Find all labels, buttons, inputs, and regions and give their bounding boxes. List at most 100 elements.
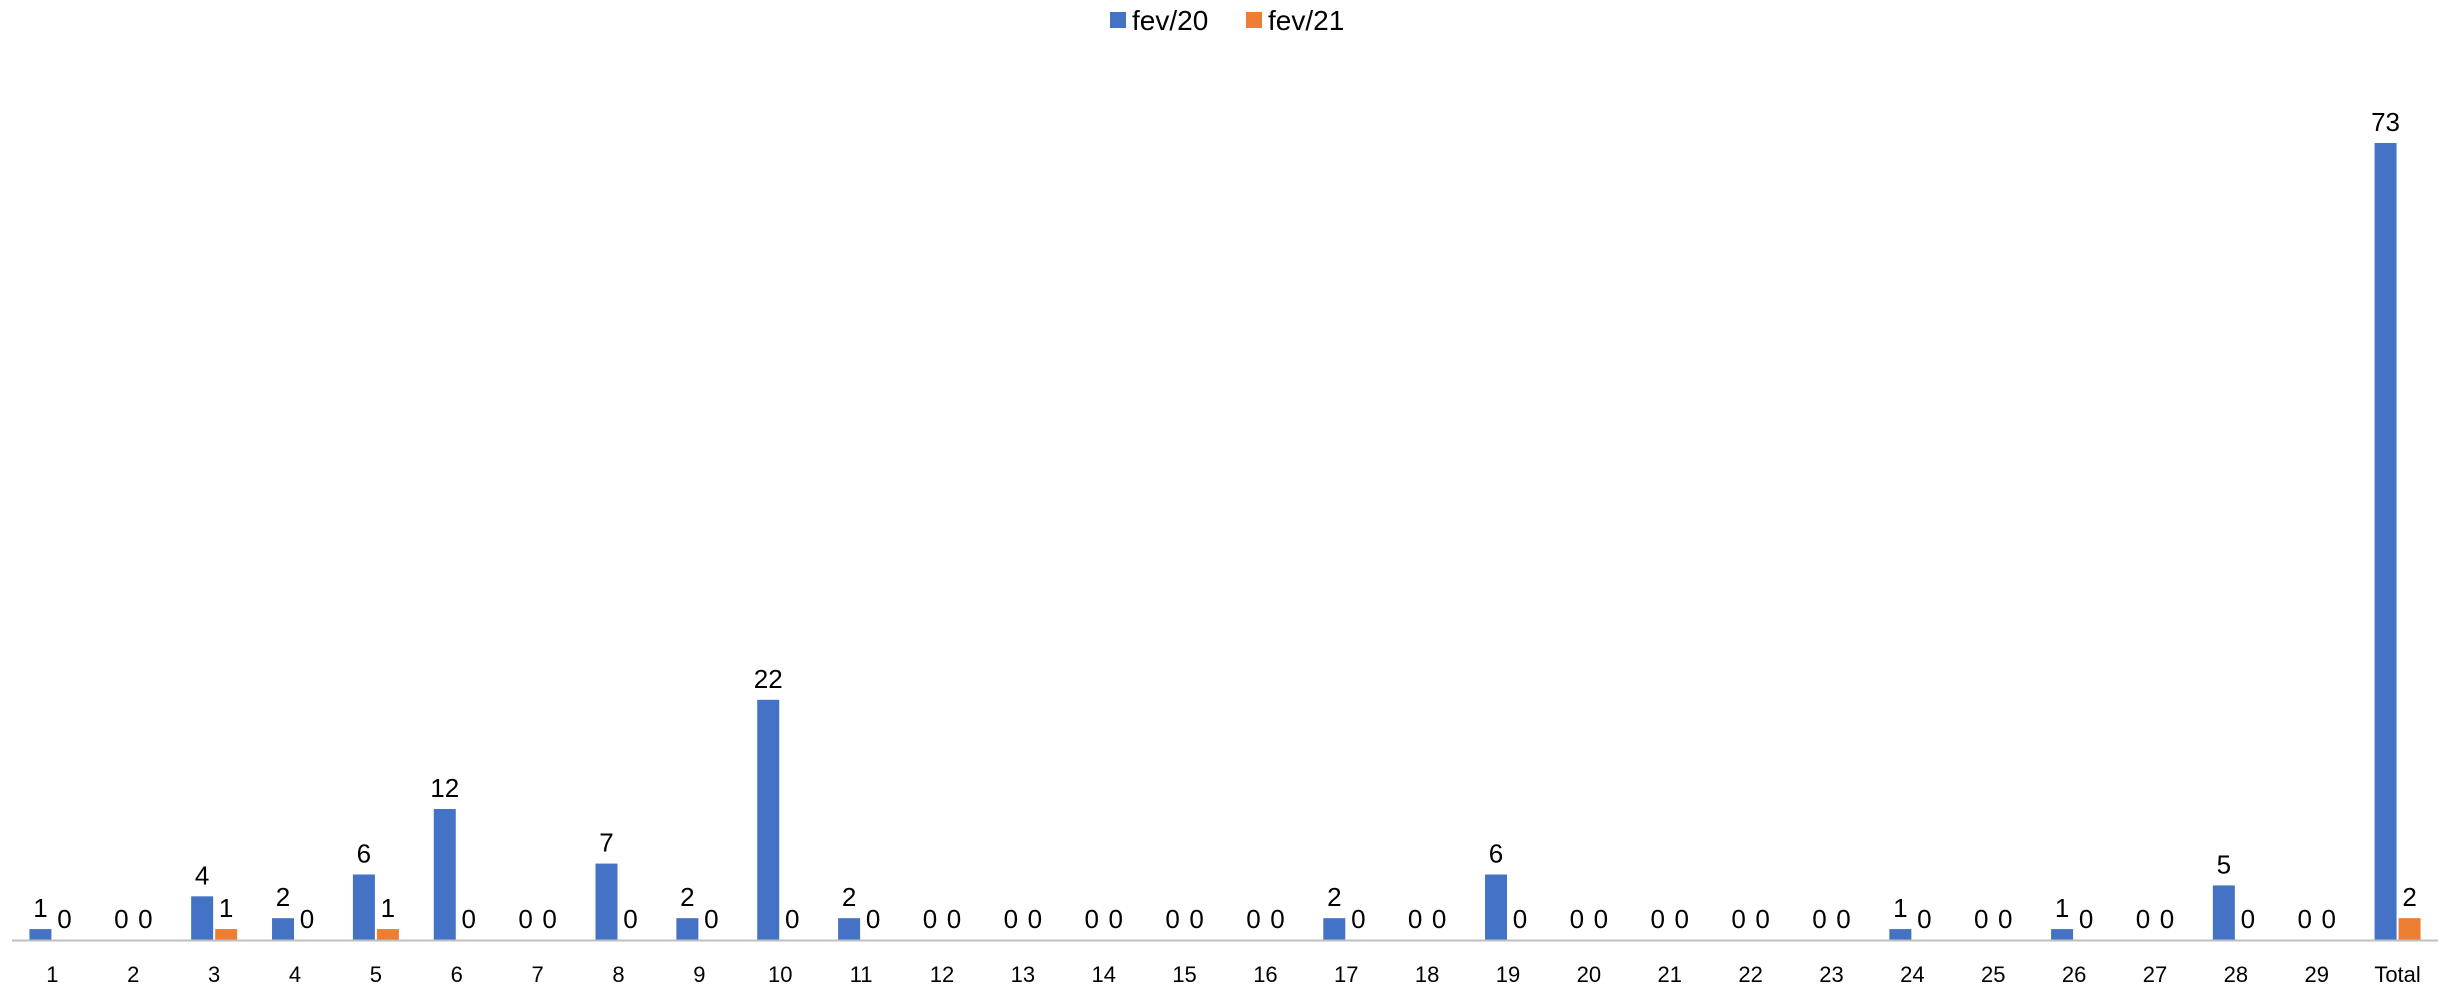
data-label-fev-20-17: 2 bbox=[1327, 882, 1341, 912]
data-label-fev-21-3: 1 bbox=[219, 893, 233, 923]
x-tick-label: 5 bbox=[370, 962, 382, 987]
x-tick-label: 19 bbox=[1496, 962, 1520, 987]
legend-swatch-fev-21 bbox=[1246, 12, 1262, 28]
data-label-fev-21-27: 0 bbox=[2160, 904, 2174, 934]
data-label-fev-20-9: 2 bbox=[680, 882, 694, 912]
data-label-fev-21-19: 0 bbox=[1513, 904, 1527, 934]
x-tick-label: 2 bbox=[127, 962, 139, 987]
data-label-fev-21-25: 0 bbox=[1998, 904, 2012, 934]
legend-label-fev-20: fev/20 bbox=[1132, 5, 1208, 36]
data-label-fev-21-5: 1 bbox=[381, 893, 395, 923]
data-label-fev-20-16: 0 bbox=[1246, 904, 1260, 934]
data-label-fev-20-4: 2 bbox=[276, 882, 290, 912]
bar-fev-20-4 bbox=[272, 918, 295, 940]
data-label-fev-21-24: 0 bbox=[1917, 904, 1931, 934]
bar-fev-20-28 bbox=[2212, 885, 2235, 940]
legend-label-fev-21: fev/21 bbox=[1268, 5, 1344, 36]
x-tick-label: 1 bbox=[46, 962, 58, 987]
data-label-fev-21-13: 0 bbox=[1028, 904, 1042, 934]
data-label-fev-21-14: 0 bbox=[1108, 904, 1122, 934]
data-label-fev-21-22: 0 bbox=[1755, 904, 1769, 934]
data-label-fev-20-19: 6 bbox=[1489, 838, 1503, 868]
data-label-fev-20-13: 0 bbox=[1004, 904, 1018, 934]
bar-fev-21-Total bbox=[2398, 918, 2421, 940]
data-label-fev-20-26: 1 bbox=[2055, 893, 2069, 923]
x-tick-label: 26 bbox=[2062, 962, 2086, 987]
data-label-fev-20-6: 12 bbox=[430, 773, 459, 803]
x-tick-label-group: 1 2 3 4 5 6 7 8 9 10 11 12 13 14 15 16 17 18 19 20 21 22 23 24 2… bbox=[46, 962, 2421, 987]
bar-group bbox=[29, 143, 2421, 940]
data-label-fev-20-11: 2 bbox=[842, 882, 856, 912]
data-label-fev-20-5: 6 bbox=[357, 838, 371, 868]
x-tick-label: 4 bbox=[289, 962, 301, 987]
bar-fev-21-5 bbox=[376, 929, 399, 940]
bar-fev-20-9 bbox=[676, 918, 699, 940]
x-tick-label: 10 bbox=[768, 962, 792, 987]
data-label-fev-20-7: 0 bbox=[518, 904, 532, 934]
data-label-fev-21-18: 0 bbox=[1432, 904, 1446, 934]
data-label-fev-21-9: 0 bbox=[704, 904, 718, 934]
x-tick-label: 18 bbox=[1415, 962, 1439, 987]
data-label-fev-20-14: 0 bbox=[1084, 904, 1098, 934]
data-label-fev-21-12: 0 bbox=[947, 904, 961, 934]
x-tick-label: 6 bbox=[451, 962, 463, 987]
x-tick-label: 16 bbox=[1253, 962, 1277, 987]
data-label-fev-20-18: 0 bbox=[1408, 904, 1422, 934]
data-label-fev-21-17: 0 bbox=[1351, 904, 1365, 934]
data-label-fev-20-29: 0 bbox=[2297, 904, 2311, 934]
legend-swatch-fev-20 bbox=[1110, 12, 1126, 28]
data-label-fev-21-2: 0 bbox=[138, 904, 152, 934]
x-tick-label: 22 bbox=[1738, 962, 1762, 987]
bar-fev-20-Total bbox=[2374, 143, 2397, 940]
data-label-fev-20-20: 0 bbox=[1570, 904, 1584, 934]
data-label-fev-20-2: 0 bbox=[114, 904, 128, 934]
data-label-fev-20-10: 22 bbox=[754, 664, 783, 694]
data-label-fev-20-23: 0 bbox=[1812, 904, 1826, 934]
bar-fev-20-24 bbox=[1889, 929, 1912, 940]
x-tick-label: 11 bbox=[850, 962, 873, 987]
data-label-fev-21-7: 0 bbox=[542, 904, 556, 934]
x-tick-label: Total bbox=[2374, 962, 2420, 987]
data-label-fev-21-10: 0 bbox=[785, 904, 799, 934]
data-label-fev-21-21: 0 bbox=[1675, 904, 1689, 934]
x-tick-label: 3 bbox=[208, 962, 220, 987]
data-label-fev-21-20: 0 bbox=[1594, 904, 1608, 934]
bar-fev-20-5 bbox=[352, 874, 375, 940]
x-tick-label: 23 bbox=[1819, 962, 1843, 987]
data-label-fev-21-23: 0 bbox=[1836, 904, 1850, 934]
x-tick-label: 20 bbox=[1577, 962, 1601, 987]
data-label-fev-20-27: 0 bbox=[2136, 904, 2150, 934]
x-tick-label: 17 bbox=[1334, 962, 1358, 987]
x-tick-label: 8 bbox=[612, 962, 624, 987]
x-tick-label: 15 bbox=[1172, 962, 1196, 987]
data-label-fev-20-22: 0 bbox=[1731, 904, 1745, 934]
x-tick-label: 21 bbox=[1658, 962, 1682, 987]
x-tick-label: 12 bbox=[930, 962, 954, 987]
data-label-fev-21-26: 0 bbox=[2079, 904, 2093, 934]
x-tick-label: 27 bbox=[2143, 962, 2167, 987]
data-label-fev-20-21: 0 bbox=[1651, 904, 1665, 934]
x-tick-label: 28 bbox=[2224, 962, 2248, 987]
data-label-fev-21-16: 0 bbox=[1270, 904, 1284, 934]
data-label-fev-21-15: 0 bbox=[1189, 904, 1203, 934]
data-label-fev-21-28: 0 bbox=[2241, 904, 2255, 934]
data-label-fev-20-15: 0 bbox=[1165, 904, 1179, 934]
data-label-fev-20-25: 0 bbox=[1974, 904, 1988, 934]
data-label-fev-21-8: 0 bbox=[623, 904, 637, 934]
bar-fev-20-1 bbox=[29, 929, 52, 940]
data-label-fev-21-11: 0 bbox=[866, 904, 880, 934]
bar-fev-20-3 bbox=[191, 896, 214, 940]
data-label-fev-20-24: 1 bbox=[1893, 893, 1907, 923]
bar-fev-20-26 bbox=[2051, 929, 2074, 940]
bar-fev-20-19 bbox=[1485, 874, 1508, 940]
bar-fev-20-11 bbox=[838, 918, 861, 940]
bar-fev-20-10 bbox=[757, 699, 780, 940]
data-label-fev-20-Total: 73 bbox=[2371, 107, 2400, 137]
x-tick-label: 14 bbox=[1091, 962, 1115, 987]
data-label-fev-20-12: 0 bbox=[923, 904, 937, 934]
data-label-fev-21-1: 0 bbox=[57, 904, 71, 934]
data-label-fev-21-29: 0 bbox=[2321, 904, 2335, 934]
